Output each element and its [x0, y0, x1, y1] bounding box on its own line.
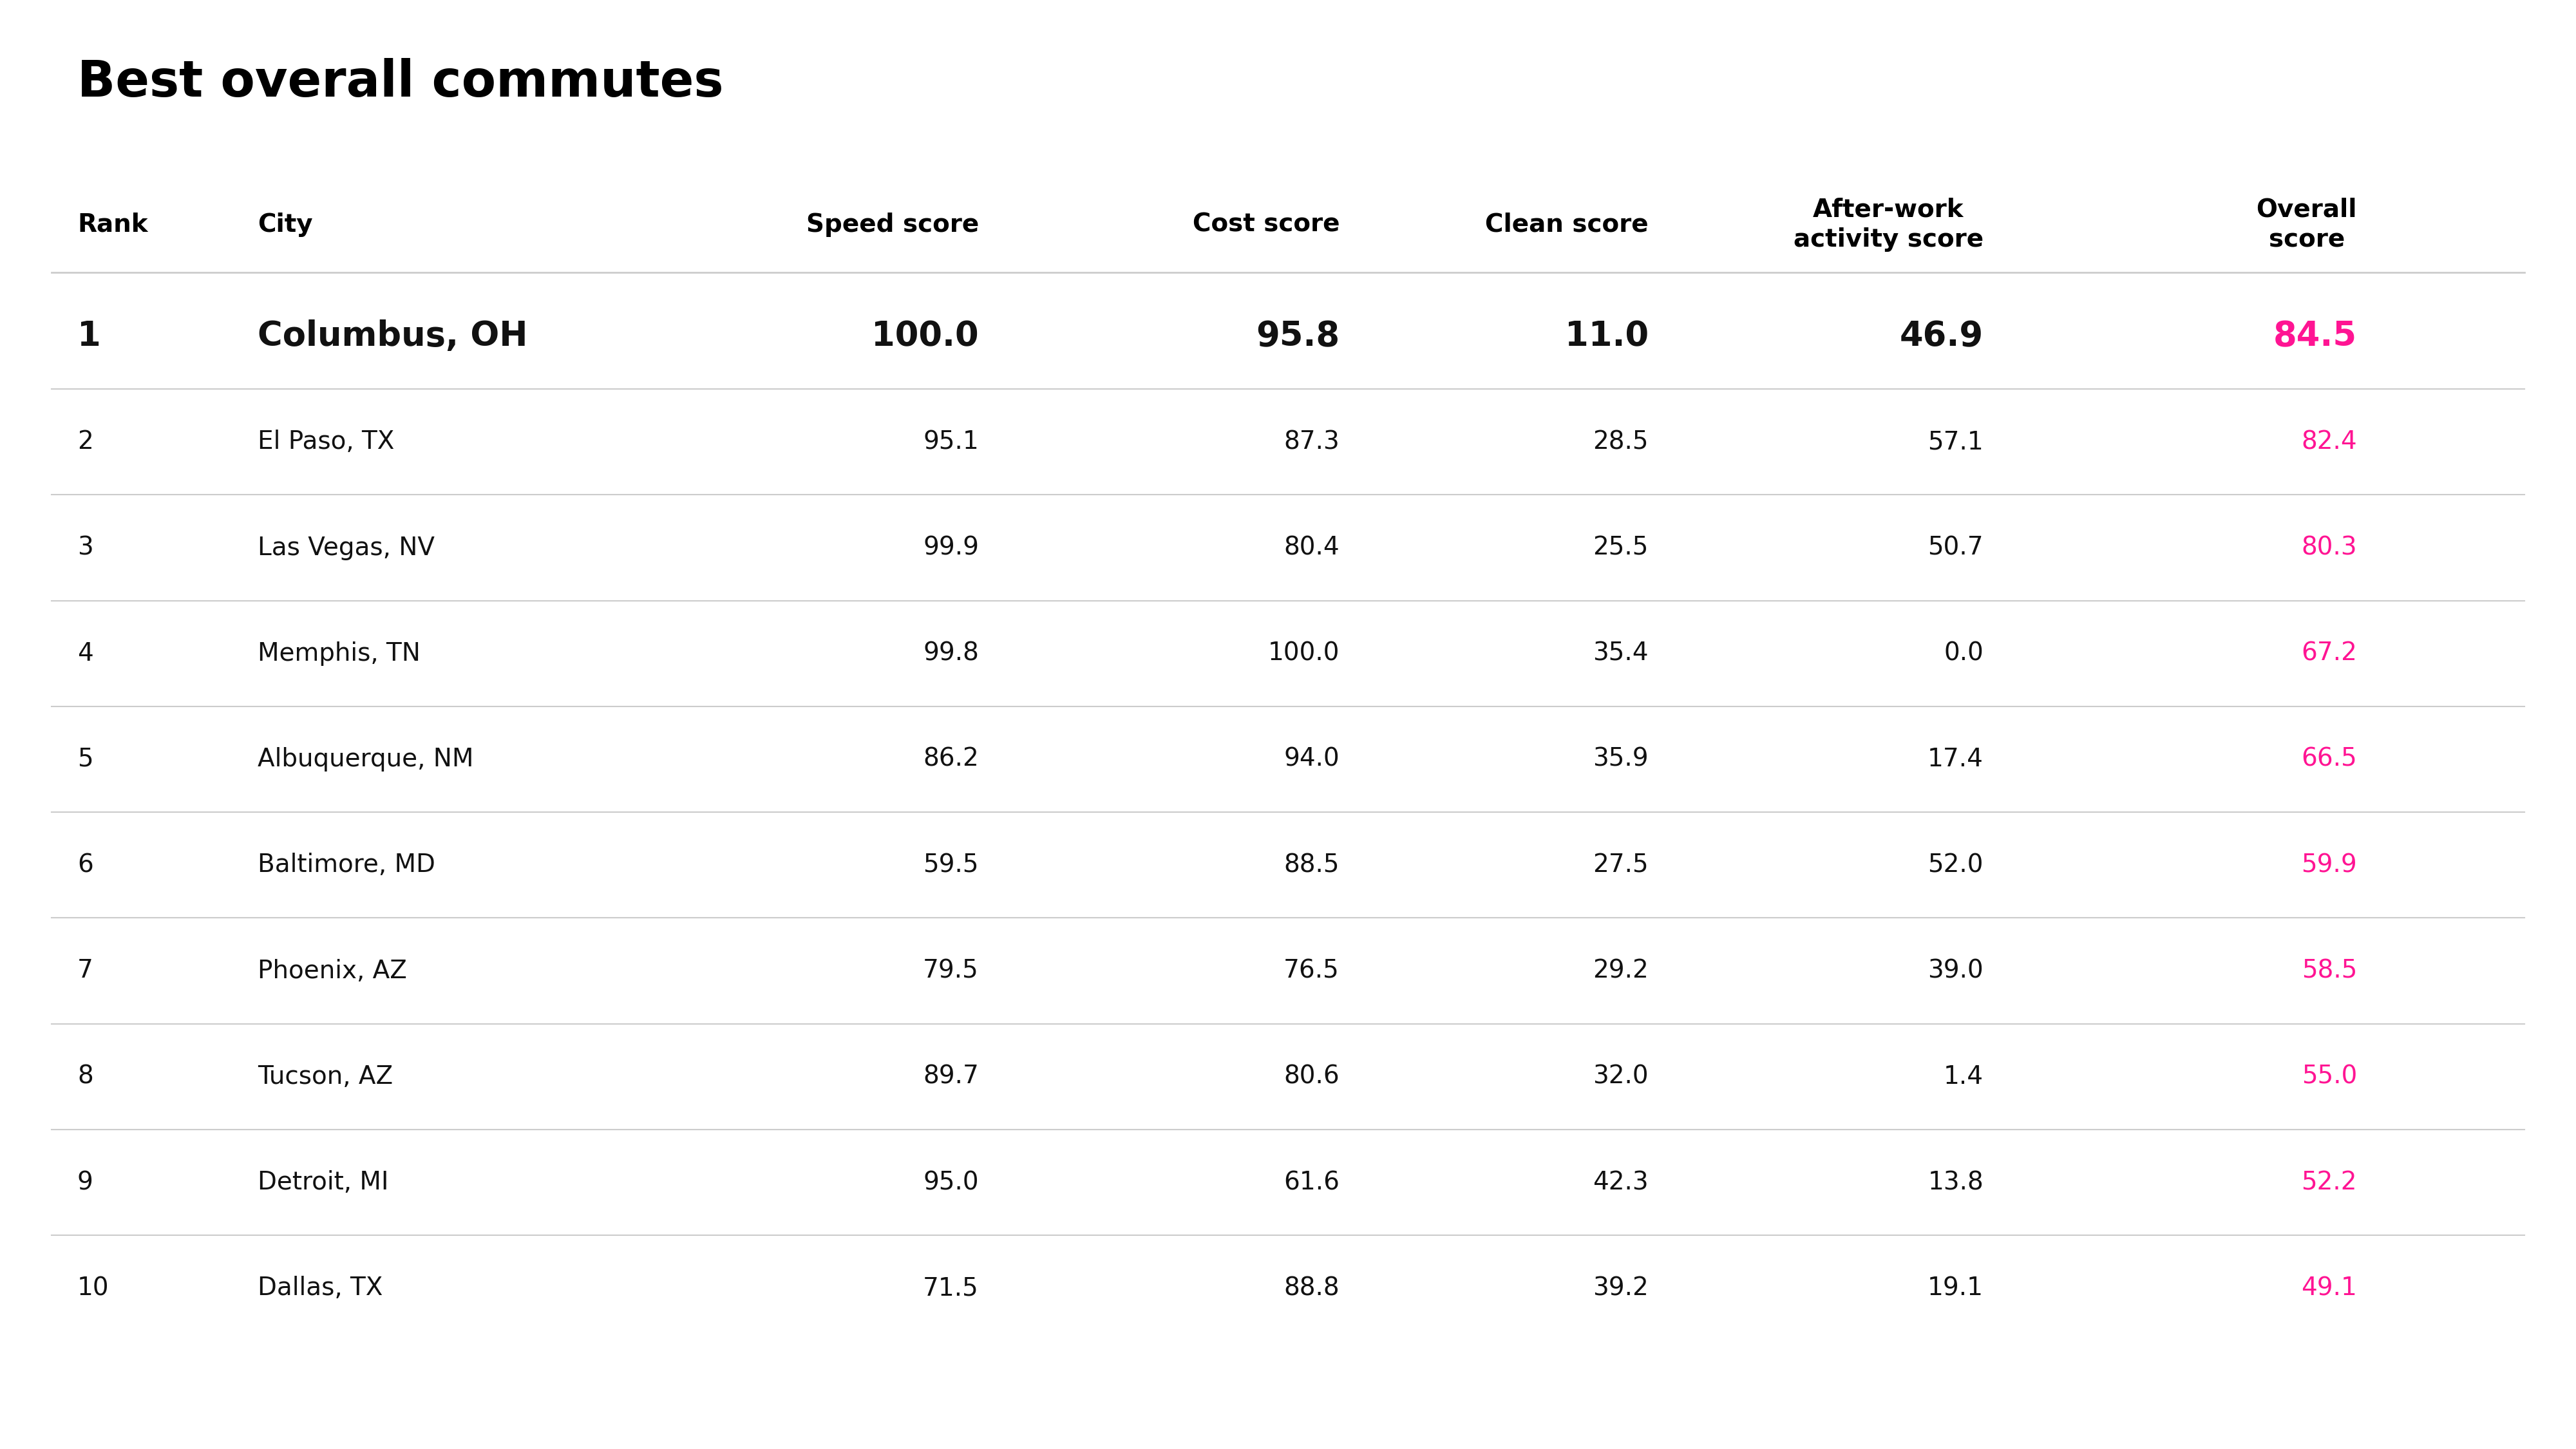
Text: 87.3: 87.3	[1283, 430, 1340, 454]
Text: 58.5: 58.5	[2300, 959, 2357, 982]
Text: 2: 2	[77, 430, 93, 454]
Text: 13.8: 13.8	[1927, 1171, 1984, 1194]
Text: 80.3: 80.3	[2300, 536, 2357, 559]
Text: 80.6: 80.6	[1283, 1065, 1340, 1088]
Text: Columbus, OH: Columbus, OH	[258, 319, 528, 354]
Text: Detroit, MI: Detroit, MI	[258, 1171, 389, 1194]
Text: 67.2: 67.2	[2300, 642, 2357, 665]
Text: 94.0: 94.0	[1283, 748, 1340, 771]
Text: 88.8: 88.8	[1283, 1277, 1340, 1300]
Text: 5: 5	[77, 748, 93, 771]
Text: 1.4: 1.4	[1945, 1065, 1984, 1088]
Text: 17.4: 17.4	[1927, 748, 1984, 771]
Text: 39.0: 39.0	[1927, 959, 1984, 982]
Text: 95.1: 95.1	[922, 430, 979, 454]
Text: 39.2: 39.2	[1592, 1277, 1649, 1300]
Text: 100.0: 100.0	[1267, 642, 1340, 665]
Text: Dallas, TX: Dallas, TX	[258, 1277, 384, 1300]
Text: 57.1: 57.1	[1927, 430, 1984, 454]
Text: 52.0: 52.0	[1927, 853, 1984, 877]
Text: 59.5: 59.5	[922, 853, 979, 877]
Text: 42.3: 42.3	[1592, 1171, 1649, 1194]
Text: 29.2: 29.2	[1592, 959, 1649, 982]
Text: Las Vegas, NV: Las Vegas, NV	[258, 536, 435, 559]
Text: 80.4: 80.4	[1283, 536, 1340, 559]
Text: 0.0: 0.0	[1945, 642, 1984, 665]
Text: 11.0: 11.0	[1564, 319, 1649, 354]
Text: 10: 10	[77, 1277, 108, 1300]
Text: 82.4: 82.4	[2300, 430, 2357, 454]
Text: 19.1: 19.1	[1927, 1277, 1984, 1300]
Text: 61.6: 61.6	[1283, 1171, 1340, 1194]
Text: Phoenix, AZ: Phoenix, AZ	[258, 959, 407, 982]
Text: Cost score: Cost score	[1193, 213, 1340, 236]
Text: 8: 8	[77, 1065, 93, 1088]
Text: 46.9: 46.9	[1899, 319, 1984, 354]
Text: 95.8: 95.8	[1255, 319, 1340, 354]
Text: 7: 7	[77, 959, 93, 982]
Text: Speed score: Speed score	[806, 213, 979, 236]
Text: Tucson, AZ: Tucson, AZ	[258, 1065, 394, 1088]
Text: 99.9: 99.9	[922, 536, 979, 559]
Text: 79.5: 79.5	[922, 959, 979, 982]
Text: Clean score: Clean score	[1486, 213, 1649, 236]
Text: El Paso, TX: El Paso, TX	[258, 430, 394, 454]
Text: 66.5: 66.5	[2300, 748, 2357, 771]
Text: Baltimore, MD: Baltimore, MD	[258, 853, 435, 877]
Text: 25.5: 25.5	[1592, 536, 1649, 559]
Text: 35.9: 35.9	[1592, 748, 1649, 771]
Text: 6: 6	[77, 853, 93, 877]
Text: After-work
activity score: After-work activity score	[1793, 197, 1984, 252]
Text: 55.0: 55.0	[2300, 1065, 2357, 1088]
Text: 3: 3	[77, 536, 93, 559]
Text: Overall
score: Overall score	[2257, 197, 2357, 252]
Text: 88.5: 88.5	[1283, 853, 1340, 877]
Text: 95.0: 95.0	[922, 1171, 979, 1194]
Text: Best overall commutes: Best overall commutes	[77, 58, 724, 107]
Text: City: City	[258, 213, 312, 236]
Text: 99.8: 99.8	[922, 642, 979, 665]
Text: 49.1: 49.1	[2300, 1277, 2357, 1300]
Text: 35.4: 35.4	[1592, 642, 1649, 665]
Text: 71.5: 71.5	[922, 1277, 979, 1300]
Text: 50.7: 50.7	[1927, 536, 1984, 559]
Text: Albuquerque, NM: Albuquerque, NM	[258, 748, 474, 771]
Text: 89.7: 89.7	[922, 1065, 979, 1088]
Text: 100.0: 100.0	[871, 319, 979, 354]
Text: 52.2: 52.2	[2300, 1171, 2357, 1194]
Text: 4: 4	[77, 642, 93, 665]
Text: 27.5: 27.5	[1592, 853, 1649, 877]
Text: 28.5: 28.5	[1592, 430, 1649, 454]
Text: 1: 1	[77, 319, 100, 354]
Text: Rank: Rank	[77, 213, 147, 236]
Text: 86.2: 86.2	[922, 748, 979, 771]
Text: 76.5: 76.5	[1283, 959, 1340, 982]
Text: Memphis, TN: Memphis, TN	[258, 642, 420, 665]
Text: 32.0: 32.0	[1592, 1065, 1649, 1088]
Text: 84.5: 84.5	[2275, 319, 2357, 354]
Text: 59.9: 59.9	[2300, 853, 2357, 877]
Text: 9: 9	[77, 1171, 93, 1194]
